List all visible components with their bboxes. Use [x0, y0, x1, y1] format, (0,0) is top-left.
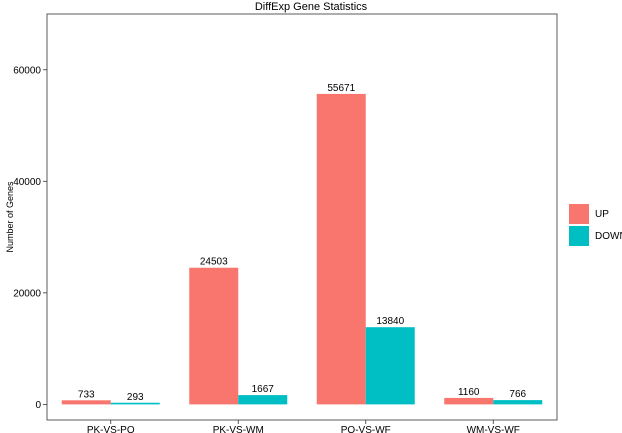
bar-down-pq-vs-wf	[365, 327, 415, 405]
legend-item-up: UP	[569, 203, 622, 225]
bar-up-pk-vs-wm	[189, 267, 239, 405]
x-tick-label: PK-VS-PQ	[87, 425, 135, 433]
legend-item-down: DOWN	[569, 225, 622, 247]
data-label: 1667	[252, 384, 275, 395]
data-label: 766	[509, 389, 526, 400]
data-label: 13840	[376, 316, 404, 327]
bar-up-pq-vs-wf	[316, 93, 366, 405]
bar-down-wm-vs-wf	[493, 400, 543, 405]
legend: UP DOWN	[569, 203, 622, 247]
x-tick-label: PQ-VS-WF	[341, 425, 391, 433]
y-tick-label: 0	[35, 400, 41, 411]
y-tick-label: 40000	[13, 177, 41, 188]
data-label: 24503	[200, 257, 228, 268]
bar-up-pk-vs-pq	[61, 400, 111, 405]
legend-key-up	[569, 204, 589, 224]
chart-title: DiffExp Gene Statistics	[254, 1, 368, 13]
y-tick-label: 20000	[13, 288, 41, 299]
legend-key-down	[569, 226, 589, 246]
data-label: 293	[127, 392, 144, 403]
data-label: 1160	[458, 387, 480, 398]
bar-down-pk-vs-pq	[110, 402, 160, 405]
data-label: 55671	[327, 83, 355, 94]
legend-label-down: DOWN	[595, 230, 622, 242]
data-label: 733	[78, 389, 95, 400]
bar-up-wm-vs-wf	[444, 397, 494, 405]
legend-label-up: UP	[595, 208, 609, 220]
x-tick-label: PK-VS-WM	[213, 425, 264, 433]
x-tick-label: WM-VS-WF	[467, 425, 520, 433]
bar-down-pk-vs-wm	[238, 395, 288, 405]
y-tick-label: 60000	[13, 65, 41, 76]
plot-panel	[46, 13, 558, 421]
